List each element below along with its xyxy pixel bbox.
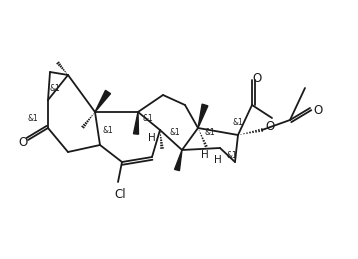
Text: H: H (214, 155, 222, 165)
Text: &1: &1 (233, 118, 243, 126)
Polygon shape (95, 90, 111, 112)
Text: H: H (148, 133, 156, 143)
Text: O: O (252, 71, 262, 84)
Polygon shape (175, 150, 182, 171)
Text: &1: &1 (170, 127, 180, 136)
Text: &1: &1 (28, 113, 38, 123)
Text: &1: &1 (227, 150, 237, 160)
Text: O: O (18, 135, 28, 148)
Text: O: O (265, 119, 275, 133)
Text: &1: &1 (205, 127, 216, 136)
Text: &1: &1 (50, 83, 61, 92)
Text: Cl: Cl (114, 188, 126, 200)
Text: &1: &1 (103, 126, 113, 134)
Text: H: H (201, 150, 209, 160)
Polygon shape (134, 112, 139, 134)
Text: &1: &1 (142, 113, 153, 123)
Text: O: O (313, 104, 323, 117)
Polygon shape (198, 104, 208, 128)
